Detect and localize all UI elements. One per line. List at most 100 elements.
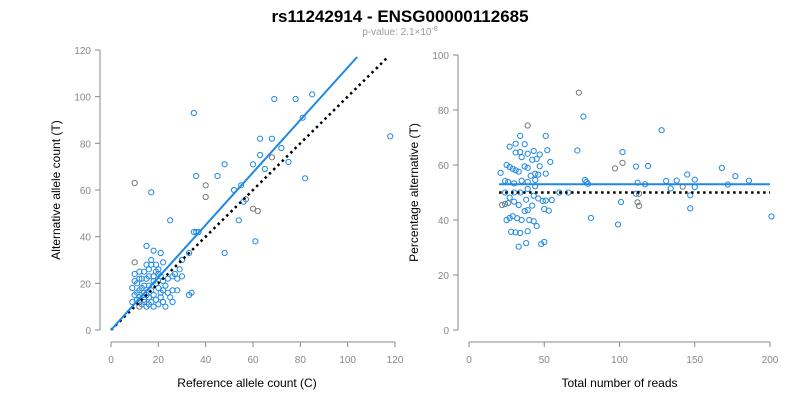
data-point [617, 198, 625, 206]
x-tick-label: 100 [611, 355, 628, 366]
x-tick-label: 0 [108, 355, 114, 366]
data-point [186, 249, 193, 257]
data-point [292, 95, 299, 103]
data-point [387, 133, 394, 140]
data-point [524, 185, 531, 193]
data-point [148, 298, 155, 306]
data-point [548, 196, 555, 204]
data-point [150, 291, 157, 299]
data-point [524, 207, 531, 214]
data-point [687, 205, 694, 212]
x-tick-label: 150 [686, 355, 703, 366]
data-point [176, 266, 183, 273]
data-point [143, 242, 150, 250]
data-point [539, 197, 546, 205]
data-point [506, 194, 513, 201]
data-point [547, 158, 554, 166]
data-point [221, 161, 228, 168]
data-point [644, 162, 652, 170]
data-point [535, 195, 542, 202]
grey-data-point [611, 165, 619, 172]
data-point [521, 163, 528, 170]
x-tick-label: 20 [153, 355, 165, 366]
data-point [684, 171, 691, 178]
data-point [533, 155, 540, 162]
data-point [136, 268, 143, 275]
data-point [502, 189, 509, 196]
data-point [517, 229, 524, 237]
grey-data-point [635, 202, 643, 209]
data-point [268, 135, 276, 142]
data-point [658, 127, 665, 134]
data-point [634, 179, 641, 186]
data-point [587, 214, 595, 222]
y-tick-label: 80 [438, 106, 450, 117]
data-point [529, 202, 536, 209]
data-point [178, 256, 186, 264]
y-tick-label: 60 [438, 161, 450, 172]
x-tick-label: 60 [247, 355, 259, 366]
subtitle-text: p-value: 2.1×10 [362, 27, 432, 38]
data-point [544, 147, 551, 154]
data-point [131, 277, 138, 285]
data-point [164, 275, 171, 282]
data-point [152, 296, 160, 303]
data-point [133, 289, 141, 296]
data-point [157, 294, 164, 301]
data-point [512, 167, 519, 174]
grey-data-point [202, 182, 209, 189]
data-point [541, 205, 548, 213]
data-point [131, 270, 138, 278]
grey-data-point [249, 205, 257, 212]
data-point [169, 298, 176, 306]
data-point [524, 228, 531, 235]
data-point [159, 298, 167, 306]
data-point [164, 289, 171, 296]
y-tick-label: 40 [80, 233, 92, 244]
data-point [145, 294, 152, 301]
y-axis-label: Percentage alternative (T) [407, 123, 421, 262]
data-point [768, 213, 775, 220]
x-tick-label: 100 [339, 355, 356, 366]
y-tick-label: 120 [74, 46, 91, 57]
chart-title: rs11242914 - ENSG00000112685 [271, 7, 528, 26]
data-point [162, 303, 169, 310]
x-axis-label: Total number of reads [561, 376, 677, 390]
data-point [542, 132, 549, 139]
data-point [178, 273, 186, 280]
data-point [512, 140, 519, 147]
data-point [257, 135, 264, 142]
data-point [506, 214, 513, 222]
data-point [556, 189, 563, 196]
data-point [521, 207, 528, 215]
data-point [148, 189, 155, 196]
data-point [148, 256, 155, 264]
data-point [515, 201, 522, 209]
x-tick-label: 200 [762, 355, 779, 366]
data-point [190, 109, 197, 117]
data-point [517, 148, 524, 156]
data-point [515, 168, 522, 175]
data-point [529, 156, 536, 163]
data-point [518, 154, 525, 161]
data-point [524, 164, 531, 171]
data-point [530, 218, 537, 225]
data-point [159, 287, 167, 294]
data-point [299, 114, 306, 121]
x-tick-label: 40 [200, 355, 212, 366]
y-tick-label: 100 [432, 51, 449, 62]
data-point [271, 95, 278, 103]
data-point [536, 151, 543, 158]
data-point [148, 287, 155, 294]
fit-line [110, 56, 358, 331]
data-point [150, 247, 157, 254]
reference-line [110, 56, 389, 331]
data-point [517, 132, 524, 139]
data-point [718, 164, 725, 172]
data-point [261, 165, 268, 173]
data-point [195, 228, 202, 236]
grey-data-point [202, 193, 209, 201]
y-tick-label: 100 [74, 93, 91, 104]
data-point [512, 149, 519, 156]
